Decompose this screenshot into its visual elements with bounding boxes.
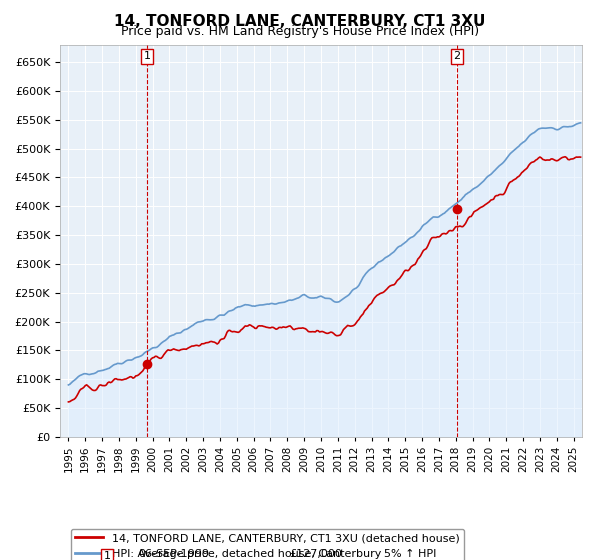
Text: 06-SEP-1999: 06-SEP-1999 bbox=[139, 549, 209, 559]
Text: 1: 1 bbox=[143, 52, 151, 62]
Text: 5% ↑ HPI: 5% ↑ HPI bbox=[383, 549, 436, 559]
Text: 2: 2 bbox=[454, 52, 461, 62]
Legend: 14, TONFORD LANE, CANTERBURY, CT1 3XU (detached house), HPI: Average price, deta: 14, TONFORD LANE, CANTERBURY, CT1 3XU (d… bbox=[71, 529, 464, 560]
Text: 1: 1 bbox=[103, 552, 110, 560]
Text: 14, TONFORD LANE, CANTERBURY, CT1 3XU: 14, TONFORD LANE, CANTERBURY, CT1 3XU bbox=[115, 14, 485, 29]
Text: Price paid vs. HM Land Registry's House Price Index (HPI): Price paid vs. HM Land Registry's House … bbox=[121, 25, 479, 38]
Text: £127,000: £127,000 bbox=[290, 549, 343, 559]
